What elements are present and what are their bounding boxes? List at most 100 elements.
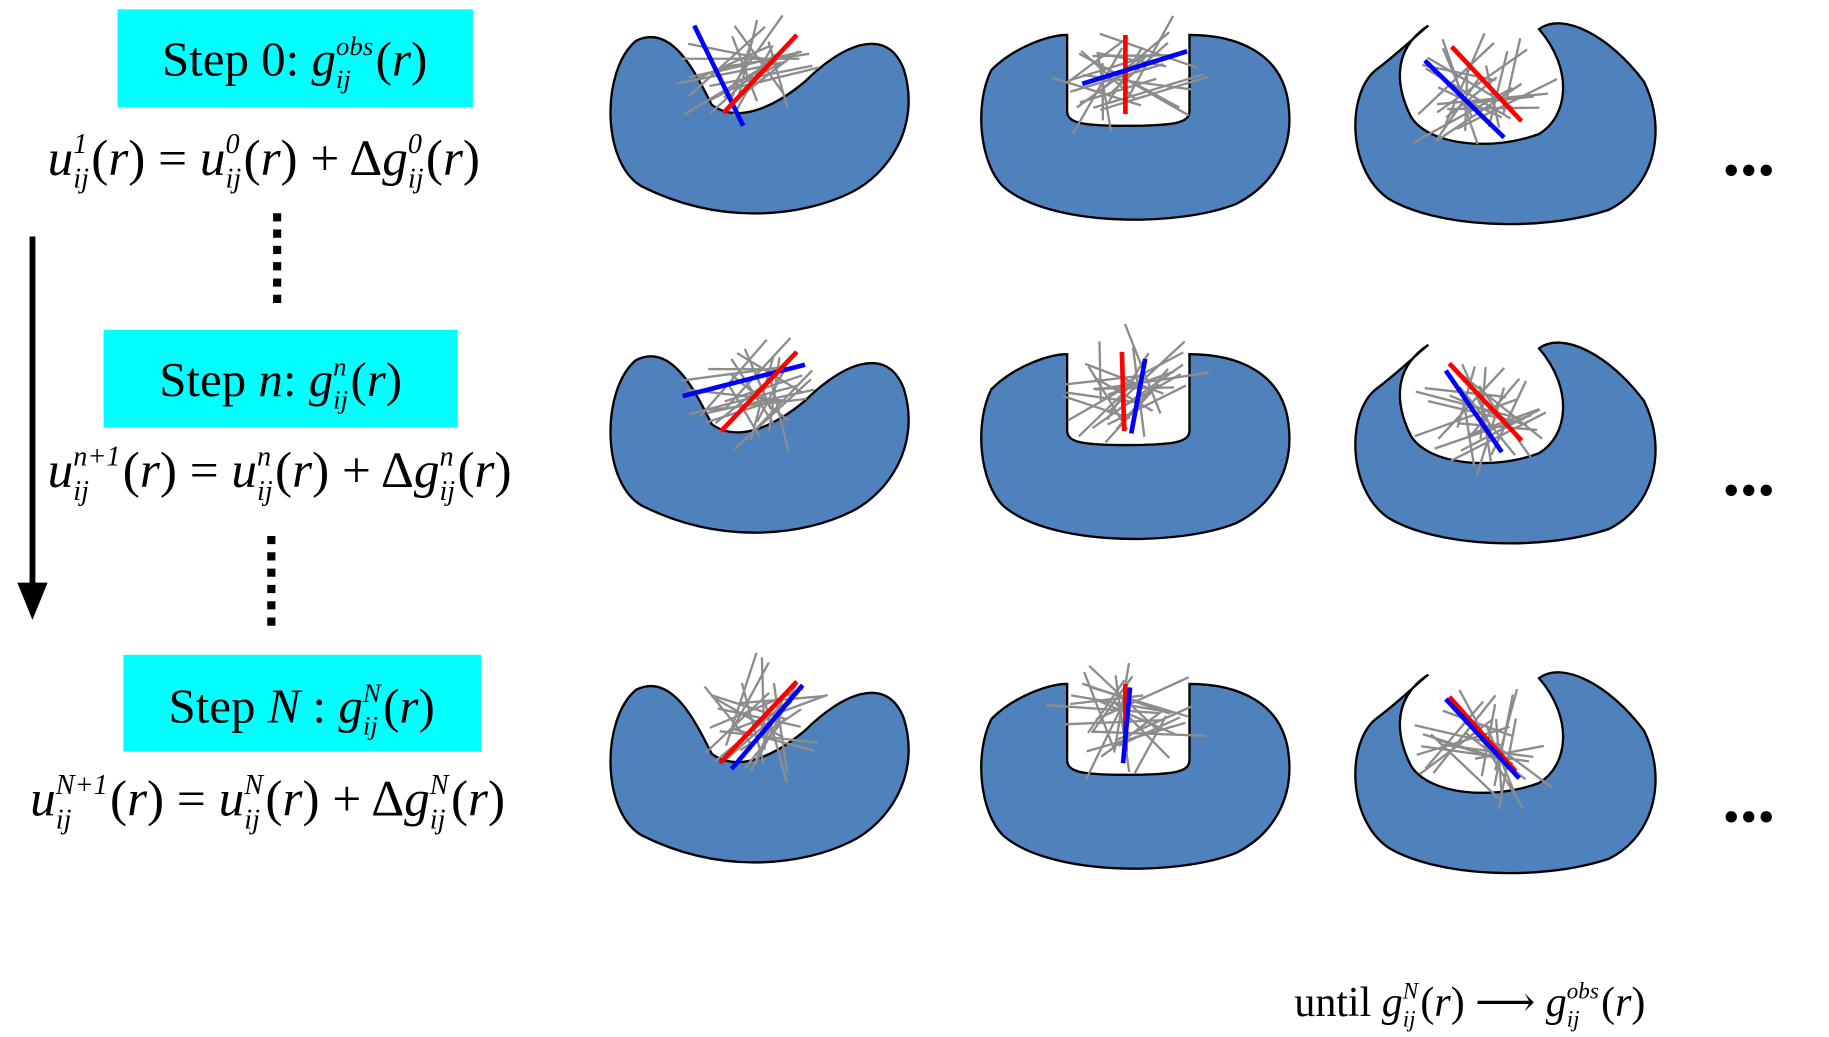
- stick: [1451, 413, 1546, 461]
- superscript: 0: [226, 129, 240, 160]
- update-equation: u1ij(r) = u0ij(r) + Δg0ij(r): [48, 129, 480, 194]
- superscript: N: [429, 770, 451, 801]
- text-run: ) + Δ: [302, 771, 404, 828]
- text-run: r: [140, 442, 161, 499]
- text-run: ) =: [160, 442, 232, 499]
- superscript: N+1: [55, 770, 108, 801]
- text-run: u: [200, 130, 226, 187]
- superscript: n: [257, 442, 271, 473]
- text-run: r: [392, 32, 412, 87]
- subscript: ij: [1567, 1006, 1580, 1032]
- subscript: ij: [56, 804, 72, 835]
- text-run: ): [386, 352, 402, 407]
- text-run: (: [426, 130, 443, 187]
- subscript: ij: [226, 164, 242, 195]
- text-run: (: [457, 442, 474, 499]
- subscript: ij: [244, 804, 260, 835]
- text-run: r: [108, 130, 129, 187]
- text-run: r: [367, 352, 387, 407]
- text-run: g: [1382, 980, 1403, 1026]
- subscript: ij: [333, 384, 348, 414]
- text-run: until: [1294, 980, 1381, 1026]
- cup: [1355, 23, 1655, 224]
- text-run: ) + Δ: [281, 130, 383, 187]
- subscript: ij: [408, 164, 424, 195]
- text-run: r: [127, 771, 148, 828]
- text-run: n: [258, 352, 282, 407]
- text-run: g: [311, 32, 335, 87]
- update-equation: uN+1ij(r) = uNij(r) + ΔgNij(r): [30, 770, 505, 835]
- text-run: r: [283, 771, 304, 828]
- text-run: (: [275, 442, 292, 499]
- text-run: u: [219, 771, 245, 828]
- text-run: (: [244, 130, 261, 187]
- text-run: g: [382, 130, 408, 187]
- text-run: (: [265, 771, 282, 828]
- superscript: 0: [408, 129, 422, 160]
- text-run: (: [1601, 980, 1615, 1026]
- text-run: (: [451, 771, 468, 828]
- superscript: obs: [1567, 977, 1599, 1003]
- text-run: ): [494, 442, 511, 499]
- subscript: ij: [257, 476, 273, 507]
- superscript: N: [362, 678, 383, 708]
- text-run: g: [338, 678, 362, 733]
- diagram: ... ... ... Step 0: gobsij(r)u1ij(r) = u…: [0, 0, 1829, 1037]
- text-run: ) =: [128, 130, 200, 187]
- text-run: r: [292, 442, 313, 499]
- stick: [1099, 341, 1100, 402]
- text-run: Step 0:: [162, 32, 312, 87]
- text-run: ): [1631, 980, 1645, 1026]
- arrow-head: [17, 583, 47, 620]
- text-run: :: [283, 352, 309, 407]
- cup: [610, 686, 908, 862]
- subscript: ij: [73, 164, 89, 195]
- step-label: Step N : gNij(r): [168, 678, 434, 741]
- subscript: ij: [336, 64, 351, 94]
- stick: [1087, 723, 1186, 751]
- superscript: n+1: [73, 442, 120, 473]
- superscript: N: [1402, 977, 1420, 1003]
- text-run: Step: [168, 678, 267, 733]
- text-run: ): [411, 32, 427, 87]
- text-run: r: [475, 442, 496, 499]
- text-run: (: [110, 771, 127, 828]
- stick: [1084, 672, 1114, 751]
- text-run: g: [404, 771, 430, 828]
- text-run: ) ⟶: [1451, 980, 1546, 1026]
- text-run: N: [267, 678, 303, 733]
- text-run: ): [418, 678, 434, 733]
- superscript: n: [333, 352, 346, 382]
- text-run: (: [350, 352, 366, 407]
- text-run: (: [1420, 980, 1434, 1026]
- stick: [1093, 387, 1174, 388]
- text-run: :: [300, 678, 338, 733]
- subscript: ij: [1403, 1006, 1416, 1032]
- text-run: ): [463, 130, 480, 187]
- subscript: ij: [73, 476, 89, 507]
- ellipsis: ...: [1723, 114, 1775, 191]
- subscript: ij: [430, 804, 446, 835]
- text-run: Step: [159, 352, 258, 407]
- ellipsis: ...: [1723, 760, 1775, 837]
- text-run: (: [383, 678, 399, 733]
- superscript: n: [439, 442, 453, 473]
- text-run: g: [414, 442, 440, 499]
- text-run: u: [30, 771, 56, 828]
- stick: [1447, 108, 1539, 109]
- text-run: u: [48, 130, 74, 187]
- text-run: ): [488, 771, 505, 828]
- text-run: g: [1546, 980, 1567, 1026]
- text-run: g: [309, 352, 333, 407]
- superscript: 1: [73, 129, 87, 160]
- subscript: ij: [439, 476, 455, 507]
- update-equation: un+1ij(r) = unij(r) + Δgnij(r): [48, 442, 512, 507]
- text-run: ) =: [147, 771, 219, 828]
- text-run: r: [399, 678, 419, 733]
- cup: [610, 37, 908, 213]
- text-run: r: [1434, 980, 1451, 1026]
- text-run: u: [48, 442, 74, 499]
- text-run: r: [261, 130, 282, 187]
